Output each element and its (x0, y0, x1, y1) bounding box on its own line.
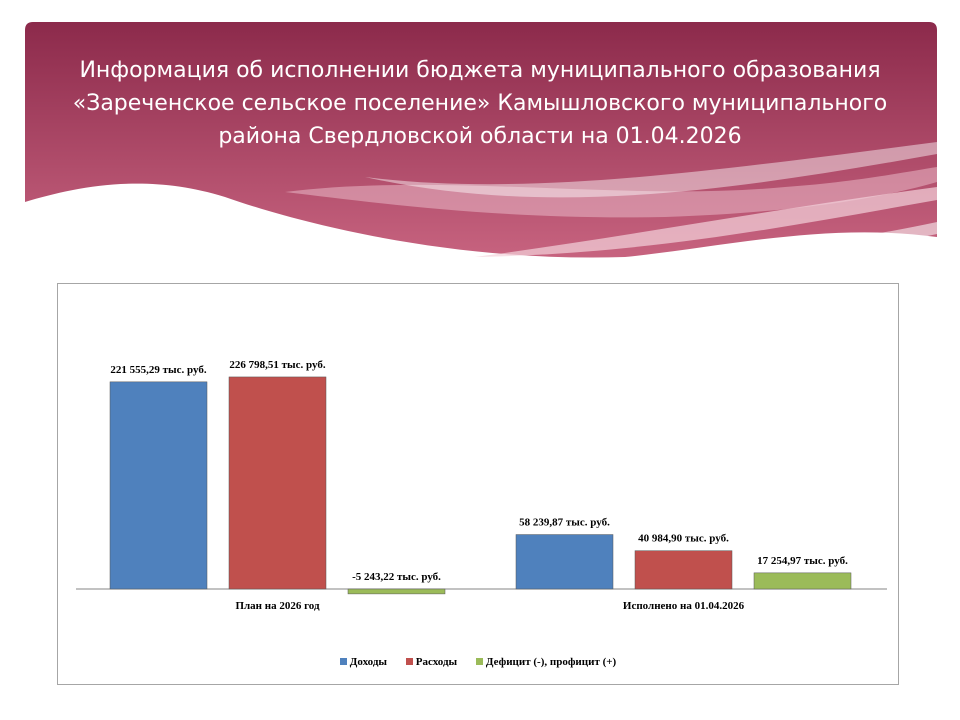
category-label-0: План на 2026 год (235, 600, 320, 612)
page-title: Информация об исполнении бюджета муницип… (60, 54, 900, 153)
title-line-1: Информация об исполнении бюджета муницип… (79, 58, 881, 83)
title-line-3: района Свердловской области на 01.04.202… (218, 124, 742, 149)
bar-chart: 221 555,29 тыс. руб. 58 239,87 тыс. руб. 2… (76, 359, 887, 612)
data-label-s0-c1: 58 239,87 тыс. руб. (519, 517, 610, 529)
legend-swatch-deficit (475, 658, 483, 665)
category-label-1: Исполнено на 01.04.2026 (623, 600, 745, 612)
legend-swatch-dohody (339, 658, 347, 665)
chart-area: 221 555,29 тыс. руб. 58 239,87 тыс. руб. 2… (57, 283, 899, 685)
bar-s0-c0 (109, 381, 208, 590)
legend-item-dohody: Доходы (339, 656, 387, 668)
bar-s2-c1 (753, 572, 852, 590)
legend-label-dohody: Доходы (349, 656, 387, 668)
bar-s2-c0 (347, 588, 446, 595)
legend: Доходы Расходы Дефицит (-), профицит (+) (58, 656, 898, 668)
bar-s0-c1 (515, 534, 614, 590)
legend-item-deficit: Дефицит (-), профицит (+) (475, 656, 617, 668)
title-line-2: «Зареченское сельское поселение» Камышло… (72, 91, 888, 116)
bar-s1-c0 (228, 376, 327, 590)
data-label-s1-c1: 40 984,90 тыс. руб. (638, 533, 729, 545)
legend-label-deficit: Дефицит (-), профицит (+) (485, 656, 617, 668)
data-label-s2-c1: 17 254,97 тыс. руб. (757, 555, 848, 567)
legend-label-rashody: Расходы (415, 656, 458, 668)
data-label-s2-c0: -5 243,22 тыс. руб. (352, 571, 441, 583)
legend-swatch-rashody (405, 658, 413, 665)
data-label-s0-c0: 221 555,29 тыс. руб. (110, 364, 206, 376)
bar-s1-c1 (634, 550, 733, 590)
legend-item-rashody: Расходы (405, 656, 458, 668)
title-banner (25, 22, 937, 265)
data-label-s1-c0: 226 798,51 тыс. руб. (229, 359, 325, 371)
